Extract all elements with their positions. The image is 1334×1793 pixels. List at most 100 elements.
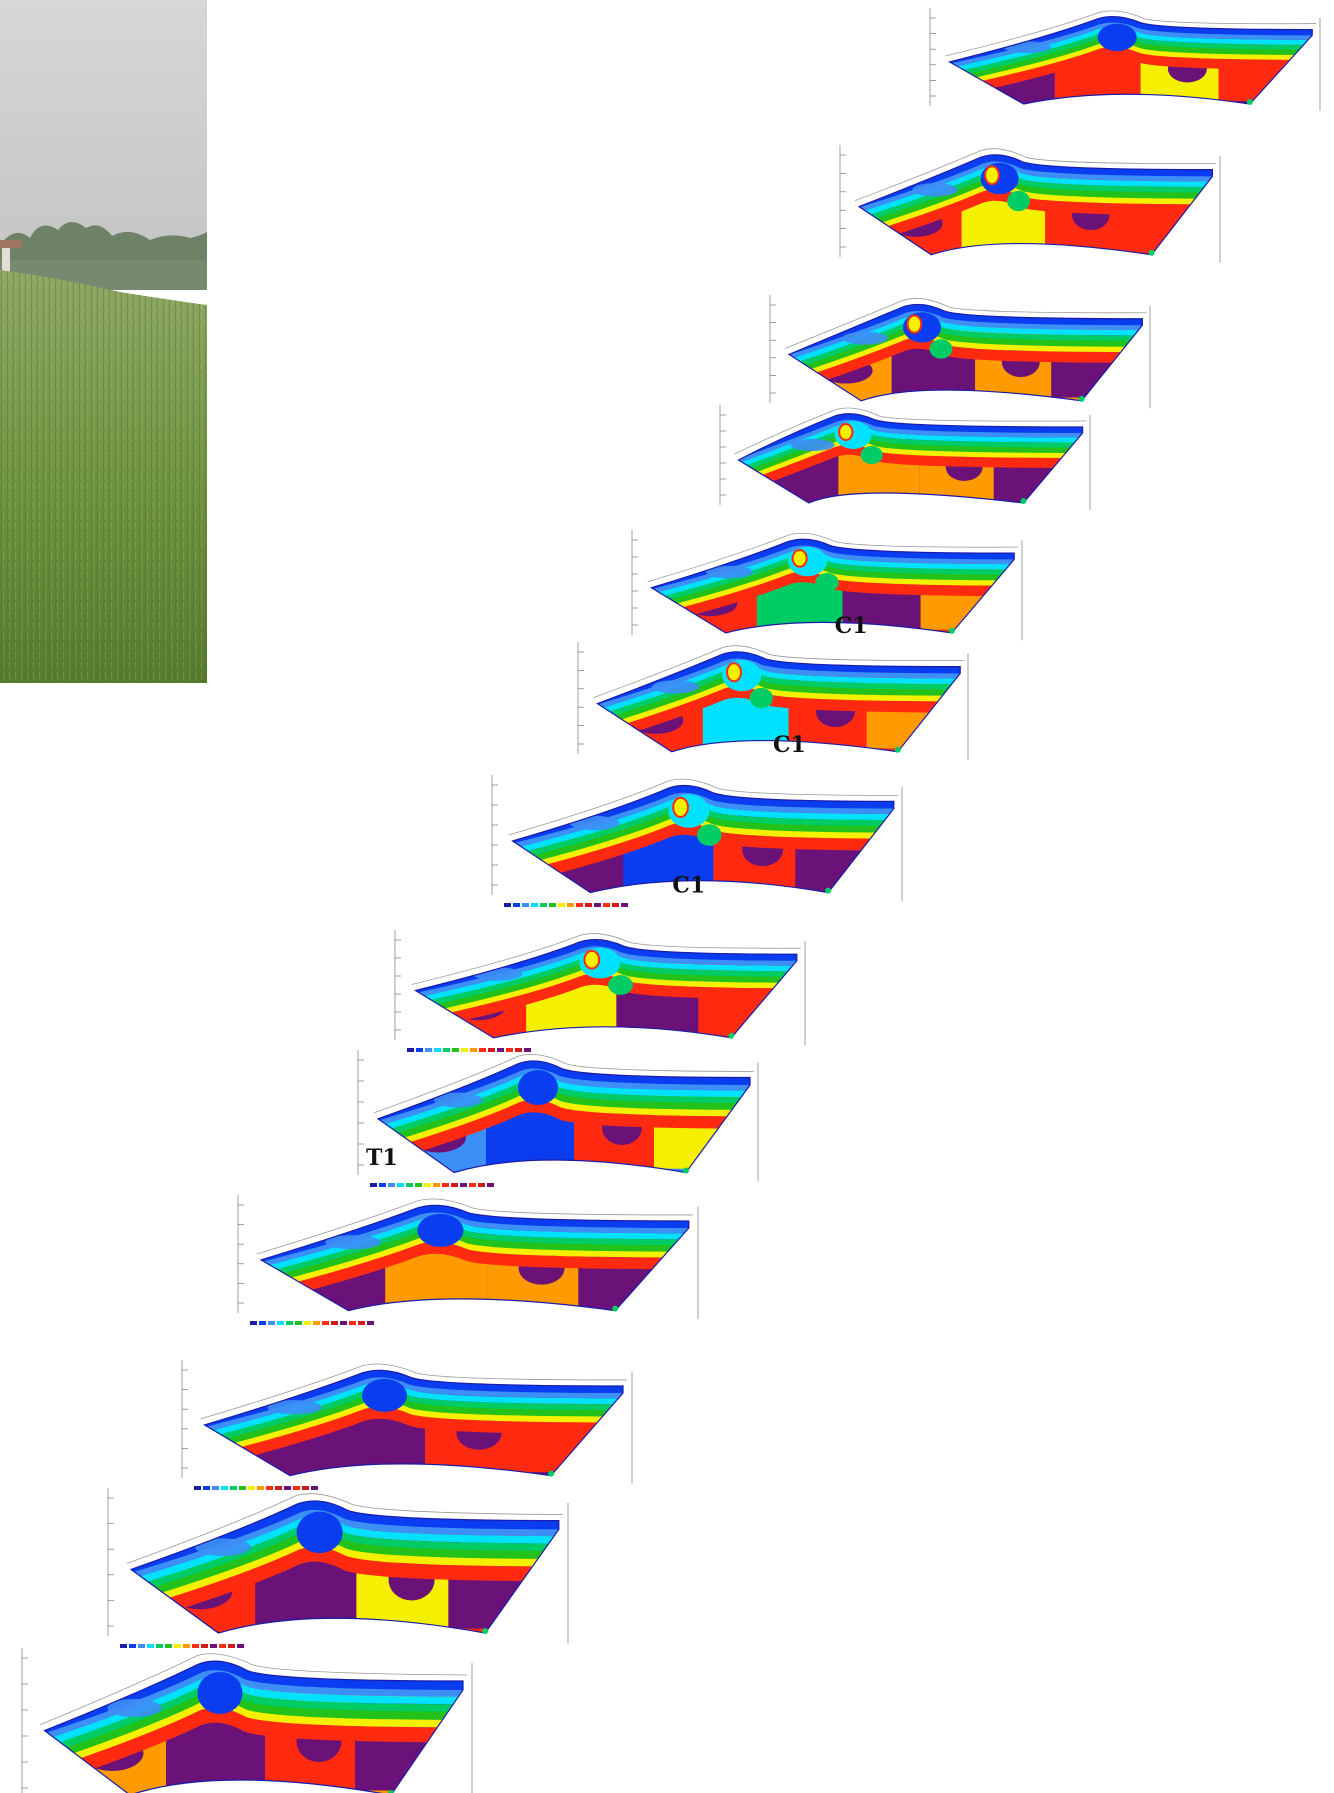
color-scale-swatch	[442, 1183, 449, 1187]
color-scale-swatch	[370, 1183, 377, 1187]
section-outline	[737, 413, 1084, 504]
color-scale-swatch	[603, 903, 610, 907]
color-scale-swatch	[576, 903, 583, 907]
section-s5: C1	[631, 530, 1023, 641]
color-scale-bar	[370, 1183, 494, 1187]
color-scale-swatch	[524, 1048, 531, 1052]
color-scale-bar	[194, 1486, 318, 1490]
color-scale-bar	[120, 1644, 244, 1648]
color-scale-swatch	[322, 1321, 329, 1325]
color-scale-swatch	[443, 1048, 450, 1052]
section-end-marker	[482, 1628, 489, 1635]
color-scale-swatch	[194, 1486, 201, 1490]
color-scale-swatch	[497, 1048, 504, 1052]
color-scale-swatch	[120, 1644, 127, 1648]
section-topography-line	[593, 645, 965, 698]
section-label: C1	[672, 873, 705, 899]
section-topography-line	[256, 1198, 693, 1255]
color-scale-swatch	[259, 1321, 266, 1325]
section-s9: T1	[357, 1050, 759, 1187]
section-s1	[929, 8, 1321, 111]
color-scale-bar	[250, 1321, 374, 1325]
section-end-marker	[948, 627, 955, 634]
section-end-marker	[1020, 498, 1027, 504]
color-scale-swatch	[311, 1486, 318, 1490]
section-s2	[839, 145, 1221, 263]
section-outline	[857, 154, 1213, 256]
color-scale-swatch	[266, 1486, 273, 1490]
color-scale-swatch	[201, 1644, 208, 1648]
color-scale-bar	[504, 903, 628, 907]
color-scale-swatch	[203, 1486, 210, 1490]
color-scale-swatch	[540, 903, 547, 907]
color-scale-swatch	[174, 1644, 181, 1648]
section-topography-line	[734, 407, 1087, 455]
color-scale-swatch	[239, 1486, 246, 1490]
section-end-marker	[1246, 99, 1253, 106]
section-label: C1	[773, 732, 806, 758]
color-scale-swatch	[433, 1183, 440, 1187]
color-scale-swatch	[277, 1321, 284, 1325]
section-outline	[947, 15, 1313, 105]
color-scale-swatch	[340, 1321, 347, 1325]
section-resistivity-model	[378, 1060, 750, 1173]
color-scale-swatch	[284, 1486, 291, 1490]
color-scale-swatch	[621, 903, 628, 907]
color-scale-swatch	[549, 903, 556, 907]
color-scale-swatch	[210, 1644, 217, 1648]
section-resistivity-model	[949, 16, 1313, 105]
color-scale-swatch	[425, 1048, 432, 1052]
color-scale-swatch	[451, 1183, 458, 1187]
color-scale-swatch	[397, 1183, 404, 1187]
color-scale-swatch	[594, 903, 601, 907]
photo-shed	[0, 240, 22, 248]
section-s3	[769, 295, 1151, 409]
section-s8	[394, 930, 806, 1052]
color-scale-swatch	[612, 903, 619, 907]
section-end-marker	[388, 1790, 394, 1793]
color-scale-swatch	[331, 1321, 338, 1325]
color-scale-swatch	[129, 1644, 136, 1648]
section-end-marker	[612, 1305, 619, 1312]
section-topography-line	[508, 778, 898, 836]
color-scale-swatch	[286, 1321, 293, 1325]
color-scale-swatch	[567, 903, 574, 907]
section-topography-line	[647, 532, 1019, 583]
color-scale-swatch	[295, 1321, 302, 1325]
color-scale-swatch	[156, 1644, 163, 1648]
section-topography-line	[40, 1653, 468, 1725]
section-resistivity-model	[204, 1370, 623, 1476]
color-scale-swatch	[488, 1048, 495, 1052]
color-scale-swatch	[487, 1183, 494, 1187]
color-scale-swatch	[407, 1048, 414, 1052]
section-topography-line	[200, 1363, 628, 1420]
color-scale-swatch	[479, 1048, 486, 1052]
color-scale-swatch	[522, 903, 529, 907]
color-scale-swatch	[230, 1486, 237, 1490]
section-end-marker	[825, 887, 832, 894]
photo-far-trees	[0, 221, 207, 290]
color-scale-swatch	[367, 1321, 374, 1325]
color-scale-swatch	[165, 1644, 172, 1648]
color-scale-swatch	[406, 1183, 413, 1187]
section-topography-line	[126, 1493, 563, 1564]
color-scale-swatch	[250, 1321, 257, 1325]
color-scale-swatch	[257, 1486, 264, 1490]
section-topography-line	[411, 933, 801, 985]
hill-photograph	[0, 0, 207, 683]
color-scale-bar	[407, 1048, 531, 1052]
section-s11	[181, 1360, 633, 1490]
color-scale-swatch	[313, 1321, 320, 1325]
color-scale-swatch	[221, 1486, 228, 1490]
section-s6: C1	[577, 642, 969, 760]
section-outline	[787, 303, 1143, 402]
color-scale-swatch	[585, 903, 592, 907]
color-scale-swatch	[531, 903, 538, 907]
section-resistivity-model	[44, 1661, 463, 1793]
color-scale-swatch	[147, 1644, 154, 1648]
section-end-marker	[728, 1032, 735, 1039]
color-scale-swatch	[138, 1644, 145, 1648]
section-outline	[413, 939, 798, 1039]
color-scale-swatch	[275, 1486, 282, 1490]
